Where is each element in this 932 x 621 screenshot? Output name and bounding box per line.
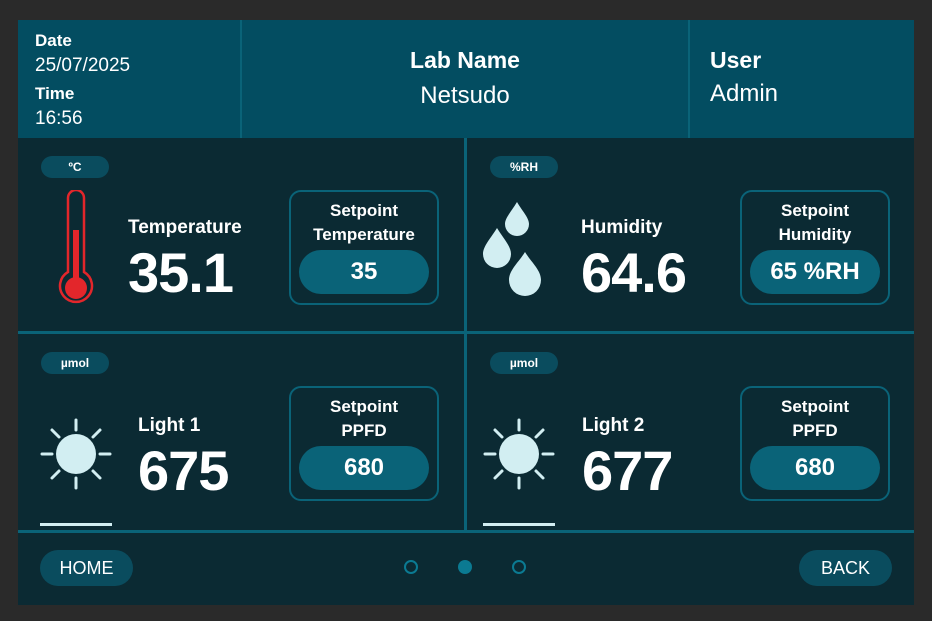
lab-name-value: Netsudo xyxy=(420,82,510,109)
time-value: 16:56 xyxy=(35,108,83,129)
humidity-value: 64.6 xyxy=(581,241,687,304)
unit-badge: µmol xyxy=(41,352,109,374)
page-dot-1[interactable] xyxy=(404,560,418,574)
user-label: User xyxy=(710,47,762,73)
humidity-setpoint-box: Setpoint Humidity 65 %RH xyxy=(740,190,890,305)
panel-divider-horizontal xyxy=(18,331,914,334)
header-bar: Date 25/07/2025 Time 16:56 Lab Name Nets… xyxy=(18,20,914,138)
page-dot-3[interactable] xyxy=(512,560,526,574)
setpoint-title-line1: Setpoint xyxy=(330,397,398,416)
page-dot-2-active[interactable] xyxy=(458,560,472,574)
humidity-label: Humidity xyxy=(581,217,663,238)
humidity-setpoint-input[interactable]: 65 %RH xyxy=(750,250,880,294)
light1-panel: µmol Light 1 675 Setpoint PPFD 680 xyxy=(18,334,464,527)
date-value: 25/07/2025 xyxy=(35,55,131,76)
light1-setpoint-input[interactable]: 680 xyxy=(299,446,429,490)
setpoint-title-line1: Setpoint xyxy=(781,397,849,416)
setpoint-title-line2: Humidity xyxy=(778,225,852,244)
temperature-setpoint-box: Setpoint Temperature 35 xyxy=(289,190,439,305)
light2-setpoint-box: Setpoint PPFD 680 xyxy=(740,386,890,501)
setpoint-title-line1: Setpoint xyxy=(330,201,398,220)
setpoint-title: Setpoint Temperature xyxy=(291,199,437,247)
water-drops-icon xyxy=(483,202,541,296)
setpoint-title-line2: Temperature xyxy=(313,225,415,244)
back-button[interactable]: BACK xyxy=(799,550,892,586)
thermometer-icon xyxy=(58,190,94,304)
unit-badge: µmol xyxy=(490,352,558,374)
user-value: Admin xyxy=(710,80,779,107)
light2-panel: µmol Light 2 677 Setpoint PPFD 680 xyxy=(467,334,913,527)
humidity-panel: %RH Humidity 64.6 Setpoint Humidity 65 %… xyxy=(467,138,913,331)
date-label: Date xyxy=(35,31,72,50)
unit-badge: %RH xyxy=(490,156,558,178)
lab-section: Lab Name Netsudo xyxy=(242,20,690,138)
temperature-setpoint-input[interactable]: 35 xyxy=(299,250,429,294)
temperature-value: 35.1 xyxy=(128,241,234,304)
footer-divider xyxy=(18,530,914,533)
setpoint-title: Setpoint Humidity xyxy=(742,199,888,247)
sun-icon xyxy=(483,418,555,526)
setpoint-title: Setpoint PPFD xyxy=(742,395,888,443)
setpoint-title-line1: Setpoint xyxy=(781,201,849,220)
lab-name-label: Lab Name xyxy=(410,47,520,73)
temperature-label: Temperature xyxy=(128,217,242,238)
light2-label: Light 2 xyxy=(582,415,645,436)
home-button[interactable]: HOME xyxy=(40,550,133,586)
light1-setpoint-box: Setpoint PPFD 680 xyxy=(289,386,439,501)
dashboard-screen: Date 25/07/2025 Time 16:56 Lab Name Nets… xyxy=(18,20,914,605)
light2-setpoint-input[interactable]: 680 xyxy=(750,446,880,490)
temperature-panel: ºC Temperature 35.1 Setpoint Temperature… xyxy=(18,138,464,331)
light1-value: 675 xyxy=(138,439,229,502)
panel-divider-vertical xyxy=(464,138,467,530)
setpoint-title: Setpoint PPFD xyxy=(291,395,437,443)
unit-badge: ºC xyxy=(41,156,109,178)
setpoint-title-line2: PPFD xyxy=(341,421,387,440)
light2-value: 677 xyxy=(582,439,673,502)
user-section: User Admin xyxy=(690,20,914,138)
datetime-section: Date 25/07/2025 Time 16:56 xyxy=(18,20,242,138)
setpoint-title-line2: PPFD xyxy=(792,421,838,440)
sun-icon xyxy=(40,418,112,526)
time-label: Time xyxy=(35,84,75,103)
light1-label: Light 1 xyxy=(138,415,201,436)
